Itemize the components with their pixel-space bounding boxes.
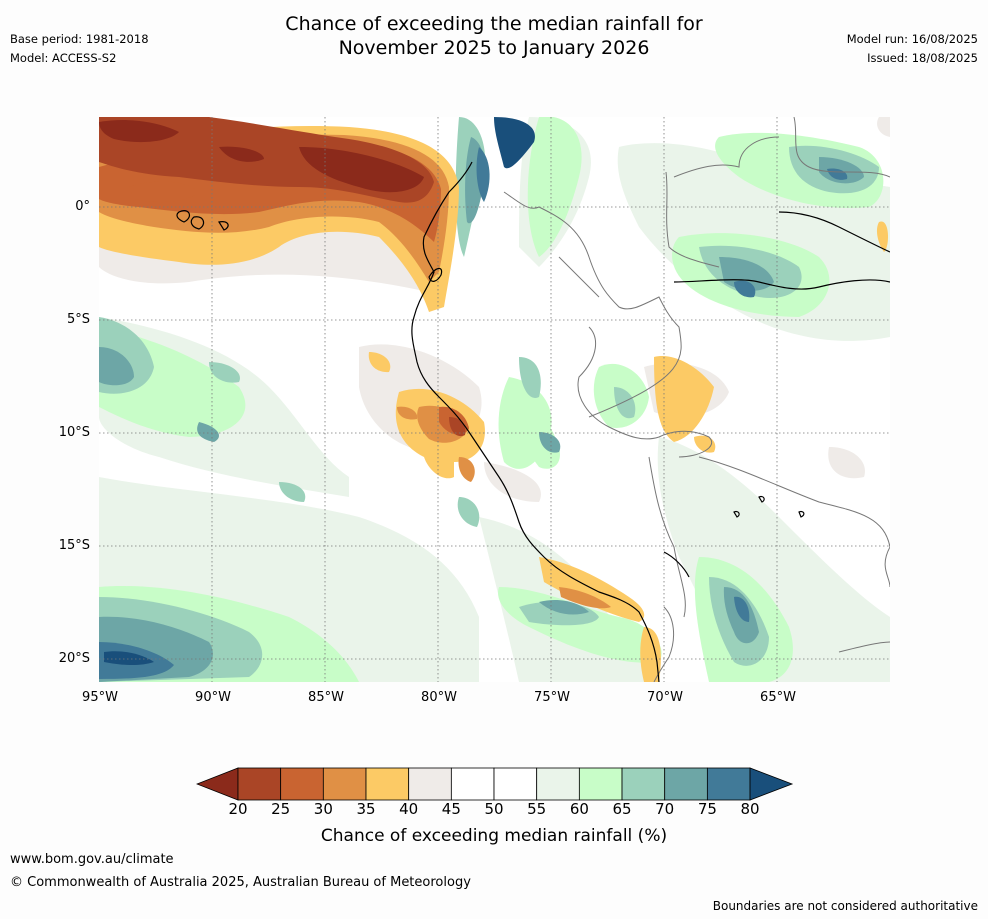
colorbar-segment <box>706 767 751 801</box>
footer-url[interactable]: www.bom.gov.au/climate <box>10 852 174 867</box>
colorbar-segment <box>493 767 538 801</box>
colorbar-title: Chance of exceeding median rainfall (%) <box>320 826 668 846</box>
lon-label-95w: 95°W <box>82 690 118 705</box>
model-text: Model: ACCESS-S2 <box>10 51 117 65</box>
lon-label-65w: 65°W <box>760 690 796 705</box>
colorbar-segment <box>450 767 495 801</box>
colorbar-arrow-high <box>749 767 794 801</box>
colorbar-arrow-low <box>196 767 239 801</box>
map-title: Chance of exceeding the median rainfall … <box>0 12 988 60</box>
region-below-20 <box>99 120 424 193</box>
colorbar-tick-label: 45 <box>441 800 461 818</box>
country-boundaries <box>503 117 890 682</box>
lat-label-10s: 10°S <box>58 425 90 440</box>
colorbar-tick-label: 50 <box>484 800 504 818</box>
lat-label-15s: 15°S <box>58 538 90 553</box>
colorbar-segment <box>237 767 282 801</box>
rainfall-map <box>99 117 890 682</box>
model-run-text: Model run: 16/08/2025 <box>846 32 978 46</box>
lon-label-85w: 85°W <box>308 690 344 705</box>
colorbar-segment <box>322 767 367 801</box>
colorbar-tick-label: 30 <box>313 800 333 818</box>
colorbar-tick-label: 70 <box>655 800 675 818</box>
base-period-text: Base period: 1981-2018 <box>10 32 149 46</box>
colorbar-tick-label: 35 <box>356 800 376 818</box>
footer-disclaimer: Boundaries are not considered authoritat… <box>712 899 978 913</box>
lat-label-5s: 5°S <box>66 312 90 327</box>
colorbar-segment <box>621 767 666 801</box>
map-title-line1: Chance of exceeding the median rainfall … <box>285 13 703 35</box>
colorbar-segment <box>365 767 410 801</box>
lon-label-90w: 90°W <box>195 690 231 705</box>
colorbar-tick-label: 75 <box>697 800 717 818</box>
region-above-80 <box>104 117 535 666</box>
colorbar-tick-label: 55 <box>527 800 547 818</box>
colorbar-tick-label: 65 <box>612 800 632 818</box>
issued-text: Issued: 18/08/2025 <box>867 51 978 65</box>
footer-copyright: © Commonwealth of Australia 2025, Austra… <box>10 875 471 890</box>
lat-label-0: 0° <box>75 199 90 214</box>
colorbar <box>196 767 794 801</box>
lon-label-70w: 70°W <box>647 690 683 705</box>
lon-label-75w: 75°W <box>534 690 570 705</box>
colorbar-segment <box>536 767 580 801</box>
coastline <box>176 161 890 682</box>
colorbar-segment <box>664 767 708 801</box>
lon-label-80w: 80°W <box>421 690 457 705</box>
colorbar-segment <box>578 767 623 801</box>
map-title-line2: November 2025 to January 2026 <box>338 37 650 59</box>
colorbar-segment <box>408 767 452 801</box>
colorbar-tick-label: 20 <box>228 800 248 818</box>
lat-label-20s: 20°S <box>58 651 90 666</box>
colorbar-segment <box>280 767 324 801</box>
colorbar-tick-label: 60 <box>569 800 589 818</box>
colorbar-tick-label: 40 <box>399 800 419 818</box>
colorbar-tick-label: 80 <box>740 800 760 818</box>
colorbar-tick-label: 25 <box>271 800 291 818</box>
